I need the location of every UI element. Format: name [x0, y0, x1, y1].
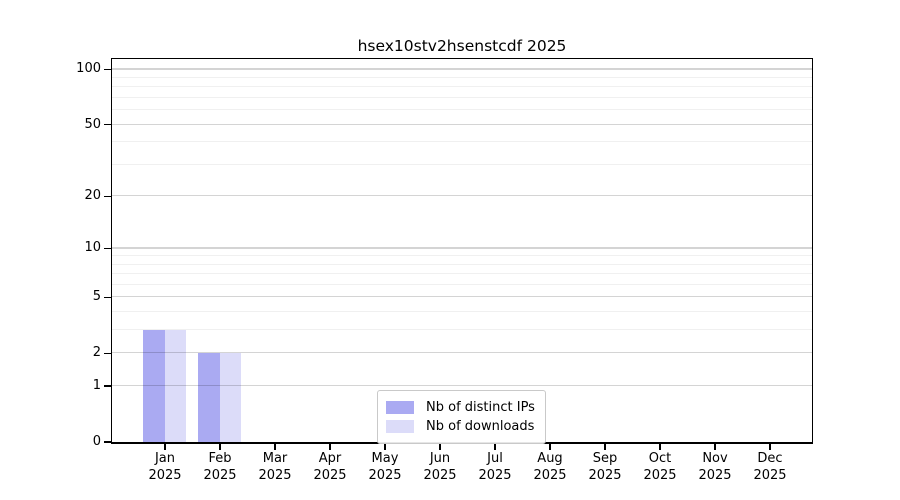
x-tick-year: 2025 — [423, 467, 457, 483]
x-tick-month: Mar — [262, 451, 288, 466]
y-tick-mark — [103, 296, 111, 299]
x-tick-year: 2025 — [313, 467, 347, 483]
x-tick-month: Jul — [487, 451, 503, 466]
x-axis-tick-label: Nov 2025 — [683, 451, 747, 484]
x-axis-tick-label: Mar 2025 — [243, 451, 307, 484]
x-tick-mark — [219, 444, 221, 450]
x-tick-mark — [549, 444, 551, 450]
chart-title: hsex10stv2hsenstcdf 2025 — [357, 37, 567, 55]
gridline-minor — [111, 310, 812, 313]
x-axis-tick-label: Sep 2025 — [573, 451, 637, 484]
gridline-minor — [111, 96, 812, 98]
x-axis-tick-label: Jan 2025 — [133, 451, 197, 484]
x-tick-month: Feb — [208, 451, 232, 466]
gridline-minor — [111, 263, 812, 265]
y-tick-mark — [103, 123, 111, 126]
bar-feb-downloads — [219, 352, 241, 442]
bars-layer — [112, 59, 812, 442]
x-tick-year: 2025 — [588, 467, 622, 483]
gridline-minor — [111, 109, 812, 111]
y-axis-tick-label: 10 — [84, 240, 101, 256]
x-axis-tick-label: Jul 2025 — [463, 451, 527, 484]
y-tick-mark — [103, 352, 111, 355]
x-axis-tick-label: Apr 2025 — [298, 451, 362, 484]
x-tick-mark — [659, 444, 661, 450]
gridline-minor — [111, 86, 812, 88]
y-tick-mark — [103, 385, 111, 387]
legend-label: Nb of downloads — [426, 419, 535, 434]
gridline-major — [111, 195, 812, 197]
x-tick-year: 2025 — [533, 467, 567, 483]
gridline-minor — [111, 273, 812, 275]
x-tick-mark — [714, 444, 716, 450]
x-axis-tick-label: Jun 2025 — [408, 451, 472, 484]
x-axis-tick-label: Oct 2025 — [628, 451, 692, 484]
x-tick-year: 2025 — [258, 467, 292, 483]
y-axis-tick-label: 100 — [76, 61, 101, 77]
x-tick-month: Dec — [757, 451, 783, 466]
x-tick-year: 2025 — [698, 467, 732, 483]
y-axis-tick-label: 5 — [92, 289, 101, 305]
y-axis-tick-label: 20 — [84, 188, 101, 204]
x-tick-mark — [604, 444, 606, 450]
x-axis-tick-label: Feb 2025 — [188, 451, 252, 484]
x-tick-mark — [329, 444, 331, 450]
y-tick-mark — [103, 68, 111, 71]
y-axis-tick-label: 0 — [92, 434, 101, 449]
plot-area — [110, 57, 813, 444]
x-tick-year: 2025 — [643, 467, 677, 483]
y-axis-tick-label: 2 — [92, 345, 101, 361]
x-axis-tick-label: Dec 2025 — [738, 451, 802, 484]
x-tick-month: Nov — [702, 451, 728, 466]
bar-jan-downloads — [164, 329, 186, 442]
legend-swatch-ips — [386, 401, 414, 414]
gridline-minor — [111, 329, 812, 331]
gridline-major — [111, 123, 812, 125]
x-tick-month: Jan — [154, 451, 176, 466]
legend-label: Nb of distinct IPs — [426, 400, 535, 415]
gridline-minor — [111, 255, 812, 257]
gridline-major — [111, 384, 812, 387]
gridline-major — [111, 352, 812, 354]
gridline-minor — [111, 76, 812, 78]
gridline-minor — [111, 163, 812, 165]
x-tick-year: 2025 — [203, 467, 237, 483]
x-tick-mark — [274, 444, 276, 450]
x-tick-mark — [439, 444, 441, 450]
legend-swatch-downloads — [386, 420, 414, 433]
grid-layer — [111, 59, 812, 442]
x-tick-year: 2025 — [148, 467, 182, 483]
gridline-minor — [111, 283, 812, 286]
gridline-minor — [111, 141, 812, 143]
y-axis-tick-label: 1 — [92, 378, 101, 394]
y-tick-mark — [103, 247, 111, 250]
legend-entry: Nb of downloads — [386, 418, 535, 435]
gridline-major — [111, 68, 812, 70]
x-tick-month: Oct — [648, 451, 672, 466]
bar-jan-ips — [143, 329, 165, 442]
gridline-major — [111, 296, 812, 298]
legend: Nb of distinct IPs Nb of downloads — [377, 390, 546, 444]
x-tick-mark — [164, 444, 166, 450]
x-tick-mark — [494, 444, 496, 450]
x-tick-month: May — [371, 451, 399, 466]
legend-entry: Nb of distinct IPs — [386, 399, 535, 416]
x-tick-month: Aug — [537, 451, 563, 466]
y-axis-tick-label: 50 — [84, 116, 101, 132]
x-tick-month: Apr — [318, 451, 342, 466]
x-tick-mark — [769, 444, 771, 450]
x-axis-tick-label: May 2025 — [353, 451, 417, 484]
x-tick-year: 2025 — [368, 467, 402, 483]
x-axis-tick-label: Aug 2025 — [518, 451, 582, 484]
y-tick-mark — [103, 441, 111, 443]
x-tick-year: 2025 — [478, 467, 512, 483]
gridline-major — [111, 247, 812, 249]
x-tick-mark — [384, 444, 386, 450]
x-tick-month: Jun — [429, 451, 451, 466]
x-tick-month: Sep — [592, 451, 618, 466]
y-tick-mark — [103, 195, 111, 197]
bar-feb-ips — [198, 352, 220, 442]
x-tick-year: 2025 — [753, 467, 787, 483]
